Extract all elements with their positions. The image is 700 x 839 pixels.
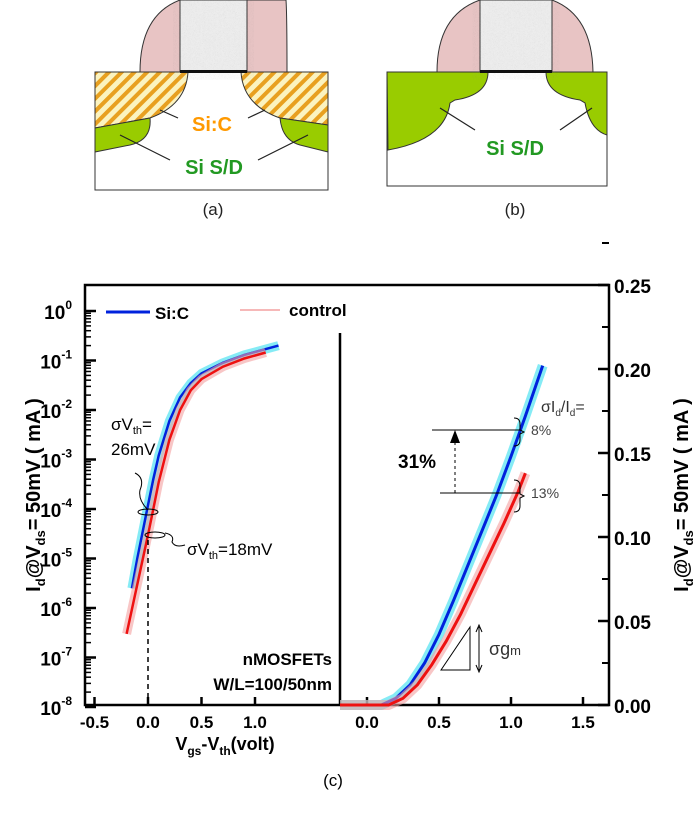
- y-tick-label-right: 0.05: [614, 613, 651, 634]
- x-tick-label-right: 0.5: [427, 713, 451, 732]
- x-axis-label: Vgs-Vth(volt): [175, 734, 274, 758]
- y-tick-label-left: 10-4: [40, 496, 72, 522]
- y-tick-exponent: -2: [61, 397, 72, 411]
- x-tick-label-right: 0.0: [355, 713, 379, 732]
- diagram-a: Si:C Si S/D (a): [94, 0, 329, 219]
- sigma-id-ratio: σId/Id=: [541, 399, 585, 419]
- sigma-gm-label: σgm: [489, 639, 521, 659]
- y-tick-label-left: 10-2: [40, 397, 72, 423]
- control-spread-pct: 13%: [531, 485, 559, 501]
- device-label: nMOSFETs: [243, 650, 332, 669]
- x-tick-label-right: 1.5: [571, 713, 595, 732]
- y-tick-label-right: 0.25: [614, 277, 651, 298]
- y-tick-label-left: 10-7: [40, 645, 72, 671]
- y-tick-exponent: -8: [61, 694, 72, 708]
- y-tick-exponent: -1: [61, 348, 72, 362]
- chart-c: 100 10-1 10-2 10-3 10-4 10-5 10-6 10-7 10-8 -0.5 0…: [23, 242, 696, 790]
- legend-sic-label: Si:C: [155, 304, 189, 323]
- linear-series-control: [340, 472, 527, 707]
- y-tick-exponent: 0: [65, 298, 72, 312]
- y-tick-label-left: 10-1: [40, 348, 72, 374]
- x-tick-label-right: 1.0: [499, 713, 523, 732]
- y-tick-exponent: -4: [61, 496, 72, 510]
- gain-label: 31%: [398, 452, 436, 473]
- gain-arrow-icon: [450, 430, 460, 443]
- x-tick-label-left: 1.0: [243, 713, 267, 732]
- si-sd-label-a: Si S/D: [185, 157, 243, 179]
- y-axis-label-left: Id@Vds= 50mV ( mA ): [23, 398, 48, 592]
- y-tick-label-left: 10-8: [40, 694, 72, 720]
- sigma-vth-control: σVth=18mV: [187, 540, 273, 562]
- log-series-control: [125, 351, 267, 635]
- y-tick-label-left: 10-6: [40, 595, 72, 621]
- sigma-vth-sic: σVth=: [111, 415, 152, 437]
- caption-a: (a): [203, 200, 224, 219]
- y-tick-label-left: 100: [44, 298, 72, 324]
- sic-label: Si:C: [192, 114, 232, 136]
- y-tick-label-left: 10-5: [40, 546, 72, 572]
- x-tick-label-left: -0.5: [80, 713, 109, 732]
- caption-b: (b): [505, 200, 526, 219]
- x-tick-label-left: 0.5: [190, 713, 214, 732]
- linear-band-control: [340, 471, 531, 710]
- y-tick-label-right: 0.15: [614, 445, 651, 466]
- y-tick-exponent: -6: [61, 595, 72, 609]
- diagram-b: Si S/D (b): [386, 0, 608, 219]
- slope-triangle: [440, 625, 471, 671]
- y-axis-label-right: Id@Vds= 50mV ( mA ): [671, 398, 696, 592]
- y-tick-label-left: 10-3: [40, 447, 72, 473]
- y-tick-label-right: 0.10: [614, 529, 651, 550]
- y-tick-label-right: 0.00: [614, 697, 651, 718]
- y-tick-exponent: -5: [61, 546, 72, 560]
- legend-control-label: control: [289, 301, 347, 320]
- caption-c: (c): [323, 771, 343, 790]
- y-tick-label-right: 0.20: [614, 361, 651, 382]
- sic-spread-pct: 8%: [531, 422, 551, 438]
- si-sd-label-b: Si S/D: [486, 138, 544, 160]
- y-tick-exponent: -7: [61, 645, 72, 659]
- wl-label: W/L=100/50nm: [213, 675, 332, 694]
- sigma-vth-sic-value: 26mV: [111, 440, 156, 459]
- x-tick-label-left: 0.0: [136, 713, 160, 732]
- y-tick-exponent: -3: [61, 447, 72, 461]
